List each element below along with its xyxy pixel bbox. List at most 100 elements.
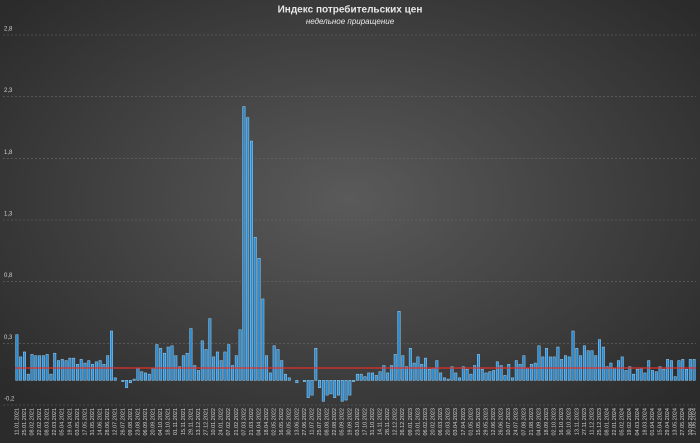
- x-tick-label: 03.04.2023: [453, 408, 459, 436]
- x-tick-label: 31.05.2021: [90, 408, 96, 436]
- x-tick-label: 22.01.2024: [612, 408, 618, 436]
- bar: [238, 329, 242, 381]
- bar: [492, 370, 496, 381]
- x-tick-label: 16.10.2023: [559, 408, 565, 436]
- bar: [681, 359, 685, 381]
- x-tick-label: 20.09.2021: [151, 408, 157, 436]
- x-tick-label: 13.06.2022: [294, 408, 300, 436]
- x-tick-label: 03.05.2021: [75, 408, 81, 436]
- bar: [83, 362, 87, 381]
- bar: [495, 361, 499, 381]
- x-tick-label: 04.10.2021: [158, 408, 164, 436]
- bar: [306, 380, 310, 398]
- bar: [601, 346, 605, 381]
- bar: [545, 348, 549, 381]
- bar: [624, 370, 628, 381]
- bar: [147, 373, 151, 381]
- x-tick-label: 04.09.2023: [536, 408, 542, 436]
- x-tick-label: 08.03.2021: [45, 408, 51, 436]
- bar: [253, 237, 257, 381]
- bar: [60, 359, 64, 381]
- bar: [337, 380, 340, 396]
- bar: [590, 350, 594, 381]
- bar: [529, 364, 533, 381]
- bar: [658, 366, 662, 381]
- bar: [669, 360, 673, 381]
- x-tick-label: 12.07.2021: [113, 408, 119, 436]
- x-tick-label: 07.02.2022: [226, 408, 232, 436]
- bar: [484, 372, 488, 381]
- bar: [518, 364, 522, 381]
- x-tick-label: 07.08.2023: [521, 408, 527, 436]
- x-tick-label: 23.01.2023: [415, 408, 421, 436]
- bar: [318, 380, 322, 388]
- bar: [382, 365, 386, 381]
- x-tick-label: 29.11.2021: [188, 408, 194, 435]
- x-tick-label: 08.08.2022: [325, 408, 331, 436]
- x-tick-label: 17.05.2021: [82, 408, 88, 436]
- x-tick-label: 11.07.2022: [309, 408, 315, 435]
- bar: [427, 368, 431, 381]
- bar: [223, 351, 227, 381]
- bar: [560, 359, 564, 381]
- x-tick-label: 09.01.2023: [408, 408, 414, 436]
- x-tick-label: 10.06.2024: [688, 408, 694, 436]
- y-tick-label: 1,8: [4, 150, 13, 156]
- chart-subtitle: недельное приращение: [306, 17, 395, 26]
- x-tick-label: 30.10.2023: [567, 408, 573, 436]
- bar: [329, 380, 333, 395]
- bar: [121, 380, 125, 382]
- bar: [257, 257, 261, 381]
- bar: [476, 354, 480, 381]
- x-tick-label: 06.03.2023: [438, 408, 444, 436]
- bar: [249, 140, 253, 381]
- x-tick-label: 24.01.2022: [219, 408, 225, 436]
- bar: [268, 372, 272, 381]
- bar: [212, 356, 216, 381]
- x-tick-label: 20.03.2023: [446, 408, 452, 436]
- bar: [635, 368, 639, 381]
- bar: [552, 356, 556, 381]
- bar: [643, 372, 647, 381]
- bar: [280, 360, 284, 381]
- y-tick-label: -0,2: [4, 397, 15, 403]
- bar: [616, 360, 620, 381]
- bar: [162, 352, 166, 381]
- bar: [144, 372, 147, 381]
- y-tick-label: 0,3: [4, 335, 13, 341]
- x-tick-label: 09.08.2021: [128, 408, 134, 436]
- y-tick-label: 0,8: [4, 273, 13, 279]
- x-tick-label: 19.02.2024: [627, 408, 633, 436]
- x-tick-label: 25.01.2021: [22, 408, 28, 436]
- bar: [200, 340, 204, 381]
- bar: [125, 380, 129, 388]
- bar: [363, 376, 367, 381]
- bar: [325, 380, 329, 396]
- bar: [64, 360, 68, 381]
- x-tick-label: 11.01.2021: [14, 408, 20, 435]
- x-tick-label: 12.12.2022: [393, 408, 399, 436]
- bar: [514, 360, 518, 381]
- bar: [397, 311, 401, 381]
- bar: [424, 357, 427, 381]
- bar: [295, 380, 299, 384]
- x-tick-label: 13.11.2023: [574, 408, 580, 435]
- bar: [113, 377, 117, 381]
- bar: [189, 328, 193, 381]
- bar: [197, 370, 200, 381]
- bar: [367, 372, 371, 381]
- bar: [386, 372, 390, 381]
- x-tick-label: 10.01.2022: [211, 408, 217, 436]
- bar: [132, 378, 136, 381]
- bar: [151, 367, 155, 381]
- bar: [355, 373, 359, 381]
- bar: [79, 359, 83, 381]
- bar: [72, 357, 76, 381]
- bar: [22, 351, 26, 381]
- bar: [102, 364, 106, 381]
- x-tick-label: 02.10.2023: [552, 408, 558, 436]
- x-tick-label: 06.09.2021: [143, 408, 149, 436]
- bar: [185, 352, 189, 381]
- bar: [654, 371, 658, 381]
- bar: [548, 356, 552, 381]
